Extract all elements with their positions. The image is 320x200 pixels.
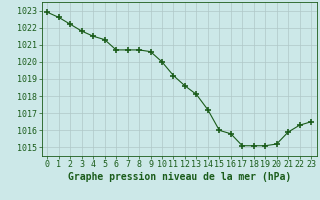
- X-axis label: Graphe pression niveau de la mer (hPa): Graphe pression niveau de la mer (hPa): [68, 172, 291, 182]
